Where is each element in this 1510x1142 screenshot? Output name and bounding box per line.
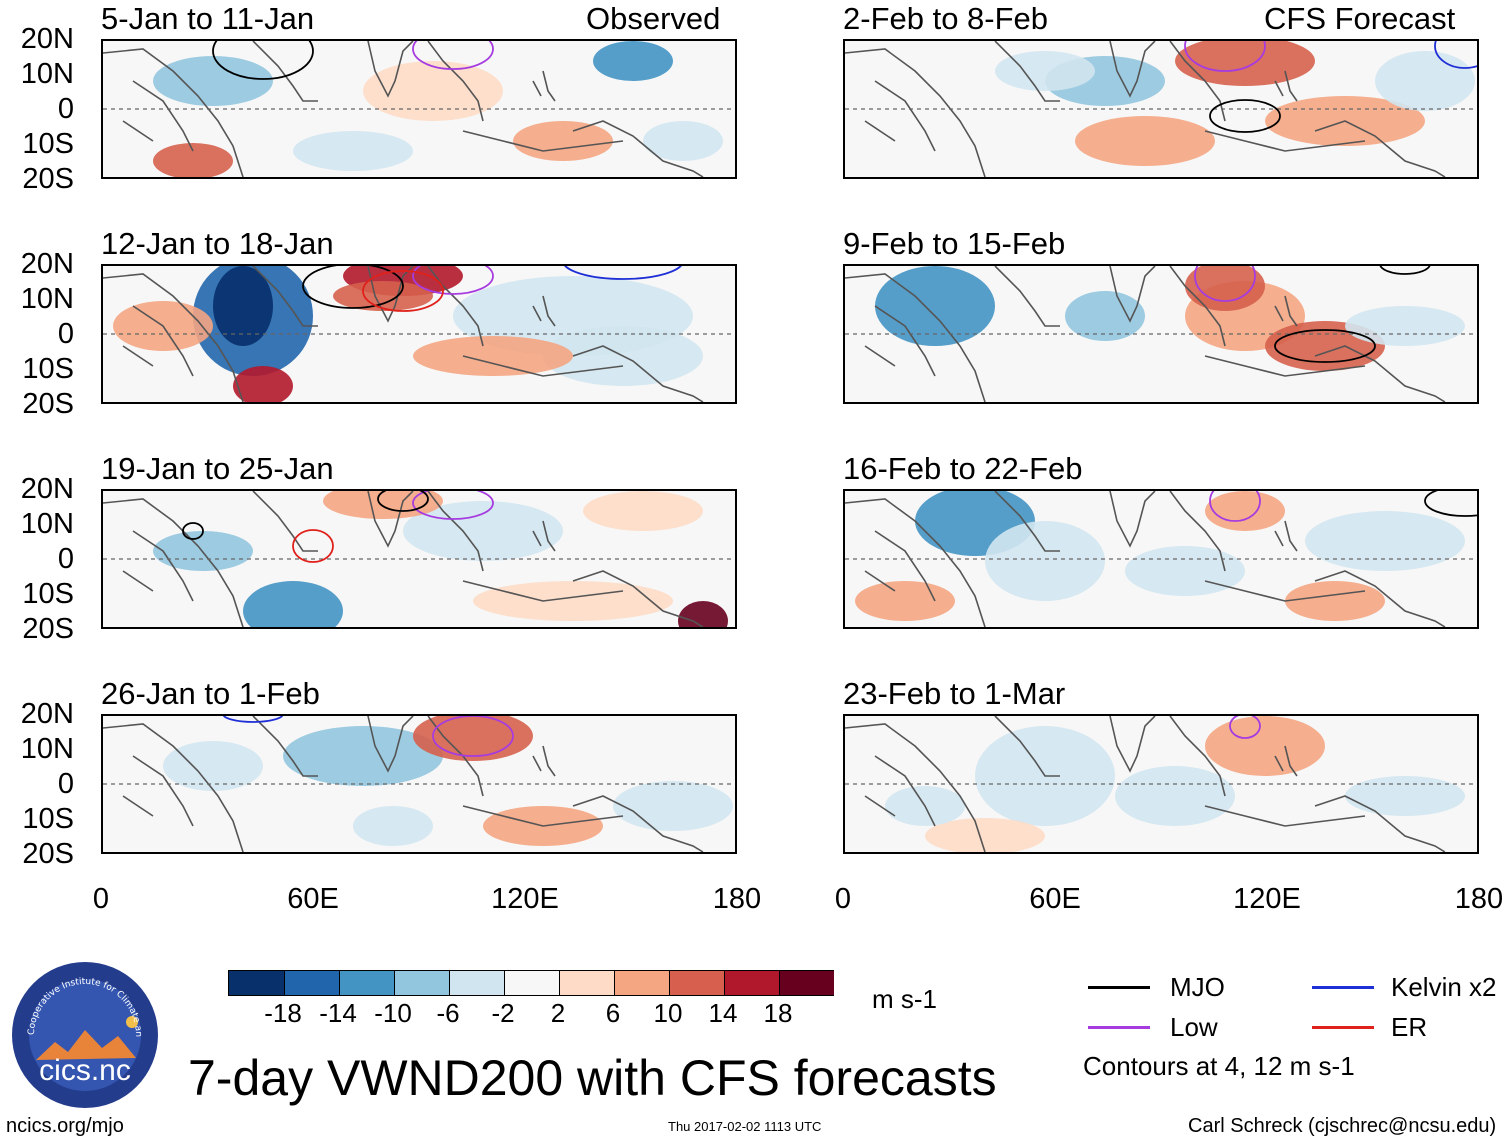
legend-line-mjo	[1088, 986, 1150, 989]
map-panel-obs-3	[101, 489, 737, 629]
colorbar-label: 18	[763, 998, 793, 1028]
panel-title-obs-2: 12-Jan to 18-Jan	[101, 226, 334, 261]
legend-label-er: ER	[1391, 1012, 1428, 1042]
footer-author: Carl Schreck (cjschrec@ncsu.edu)	[1188, 1115, 1497, 1137]
colorbar-label: -18	[264, 998, 302, 1028]
cics-logo: Cooperative Institute for Climate and Sa…	[7, 953, 160, 1110]
colorbar-swatch	[559, 971, 615, 995]
lat-20s: 20S	[22, 613, 74, 645]
colorbar-label: 14	[708, 998, 738, 1028]
colorbar-swatch	[669, 971, 725, 995]
legend-label-low: Low	[1170, 1012, 1218, 1042]
lon-120e: 120E	[491, 883, 559, 915]
lat-0: 0	[57, 93, 74, 125]
legend-label-kelvin: Kelvin x2	[1391, 972, 1497, 1002]
legend-line-low	[1088, 1026, 1150, 1029]
panel-title-obs-4: 26-Jan to 1-Feb	[101, 676, 320, 711]
colorbar-label: 6	[605, 998, 621, 1028]
panel-title-fc-4: 23-Feb to 1-Mar	[843, 676, 1066, 711]
map-panel-fc-2	[843, 264, 1479, 404]
legend-line-kelvin	[1312, 986, 1374, 989]
lat-10s: 10S	[22, 128, 74, 160]
colorbar-swatch	[229, 971, 284, 995]
lat-10n: 10N	[20, 733, 74, 765]
lat-10s: 10S	[22, 803, 74, 835]
lat-20s: 20S	[22, 838, 74, 870]
colorbar-label: 2	[550, 998, 566, 1028]
lat-10s: 10S	[22, 578, 74, 610]
lat-20s: 20S	[22, 163, 74, 195]
main-title: 7-day VWND200 with CFS forecasts	[188, 1050, 997, 1106]
panel-title-fc-2: 9-Feb to 15-Feb	[843, 226, 1066, 261]
lon-60e: 60E	[287, 883, 339, 915]
colorbar-swatch	[779, 971, 834, 995]
lon-180: 180	[712, 883, 762, 915]
cfs-forecast-label: CFS Forecast	[1264, 1, 1456, 36]
lon-60e: 60E	[1029, 883, 1081, 915]
lat-10n: 10N	[20, 283, 74, 315]
legend-note: Contours at 4, 12 m s-1	[1083, 1051, 1355, 1081]
footer-url: ncics.org/mjo	[6, 1115, 124, 1137]
colorbar-swatch	[449, 971, 505, 995]
map-panel-obs-1	[101, 39, 737, 179]
colorbar-swatch	[504, 971, 560, 995]
colorbar-label: 10	[653, 998, 683, 1028]
colorbar-label: -14	[319, 998, 357, 1028]
panel-title-fc-1: 2-Feb to 8-Feb	[843, 1, 1049, 36]
colorbar-units: m s-1	[872, 984, 937, 1014]
lat-10n: 10N	[20, 58, 74, 90]
panel-title-fc-3: 16-Feb to 22-Feb	[843, 451, 1083, 486]
panel-title-obs-1: 5-Jan to 11-Jan	[101, 1, 315, 36]
colorbar-swatch	[339, 971, 395, 995]
colorbar-swatch	[394, 971, 450, 995]
map-panel-fc-3	[843, 489, 1479, 629]
legend-line-er	[1312, 1026, 1374, 1029]
legend-label-mjo: MJO	[1170, 972, 1225, 1002]
lat-20s: 20S	[22, 388, 74, 420]
map-panel-fc-1	[843, 39, 1479, 179]
lat-20n: 20N	[20, 248, 74, 280]
lat-0: 0	[57, 543, 74, 575]
lon-0: 0	[834, 883, 852, 915]
colorbar-swatch	[284, 971, 340, 995]
observed-label: Observed	[586, 1, 721, 36]
lat-0: 0	[57, 768, 74, 800]
colorbar-swatch	[614, 971, 670, 995]
logo-text: cics.nc	[39, 1054, 131, 1087]
lat-10n: 10N	[20, 508, 74, 540]
lat-0: 0	[57, 318, 74, 350]
lat-20n: 20N	[20, 473, 74, 505]
lon-180: 180	[1454, 883, 1504, 915]
lon-120e: 120E	[1233, 883, 1301, 915]
footer-timestamp: Thu 2017-02-02 1113 UTC	[668, 1119, 822, 1134]
lat-20n: 20N	[20, 698, 74, 730]
lon-0: 0	[92, 883, 110, 915]
colorbar-label: -6	[436, 998, 460, 1028]
panel-title-obs-3: 19-Jan to 25-Jan	[101, 451, 334, 486]
map-panel-obs-2	[101, 264, 737, 404]
colorbar-swatch	[724, 971, 780, 995]
map-panel-obs-4	[101, 714, 737, 854]
map-panel-fc-4	[843, 714, 1479, 854]
colorbar	[228, 970, 834, 996]
lat-10s: 10S	[22, 353, 74, 385]
colorbar-label: -10	[374, 998, 412, 1028]
colorbar-label: -2	[491, 998, 515, 1028]
lat-20n: 20N	[20, 23, 74, 55]
